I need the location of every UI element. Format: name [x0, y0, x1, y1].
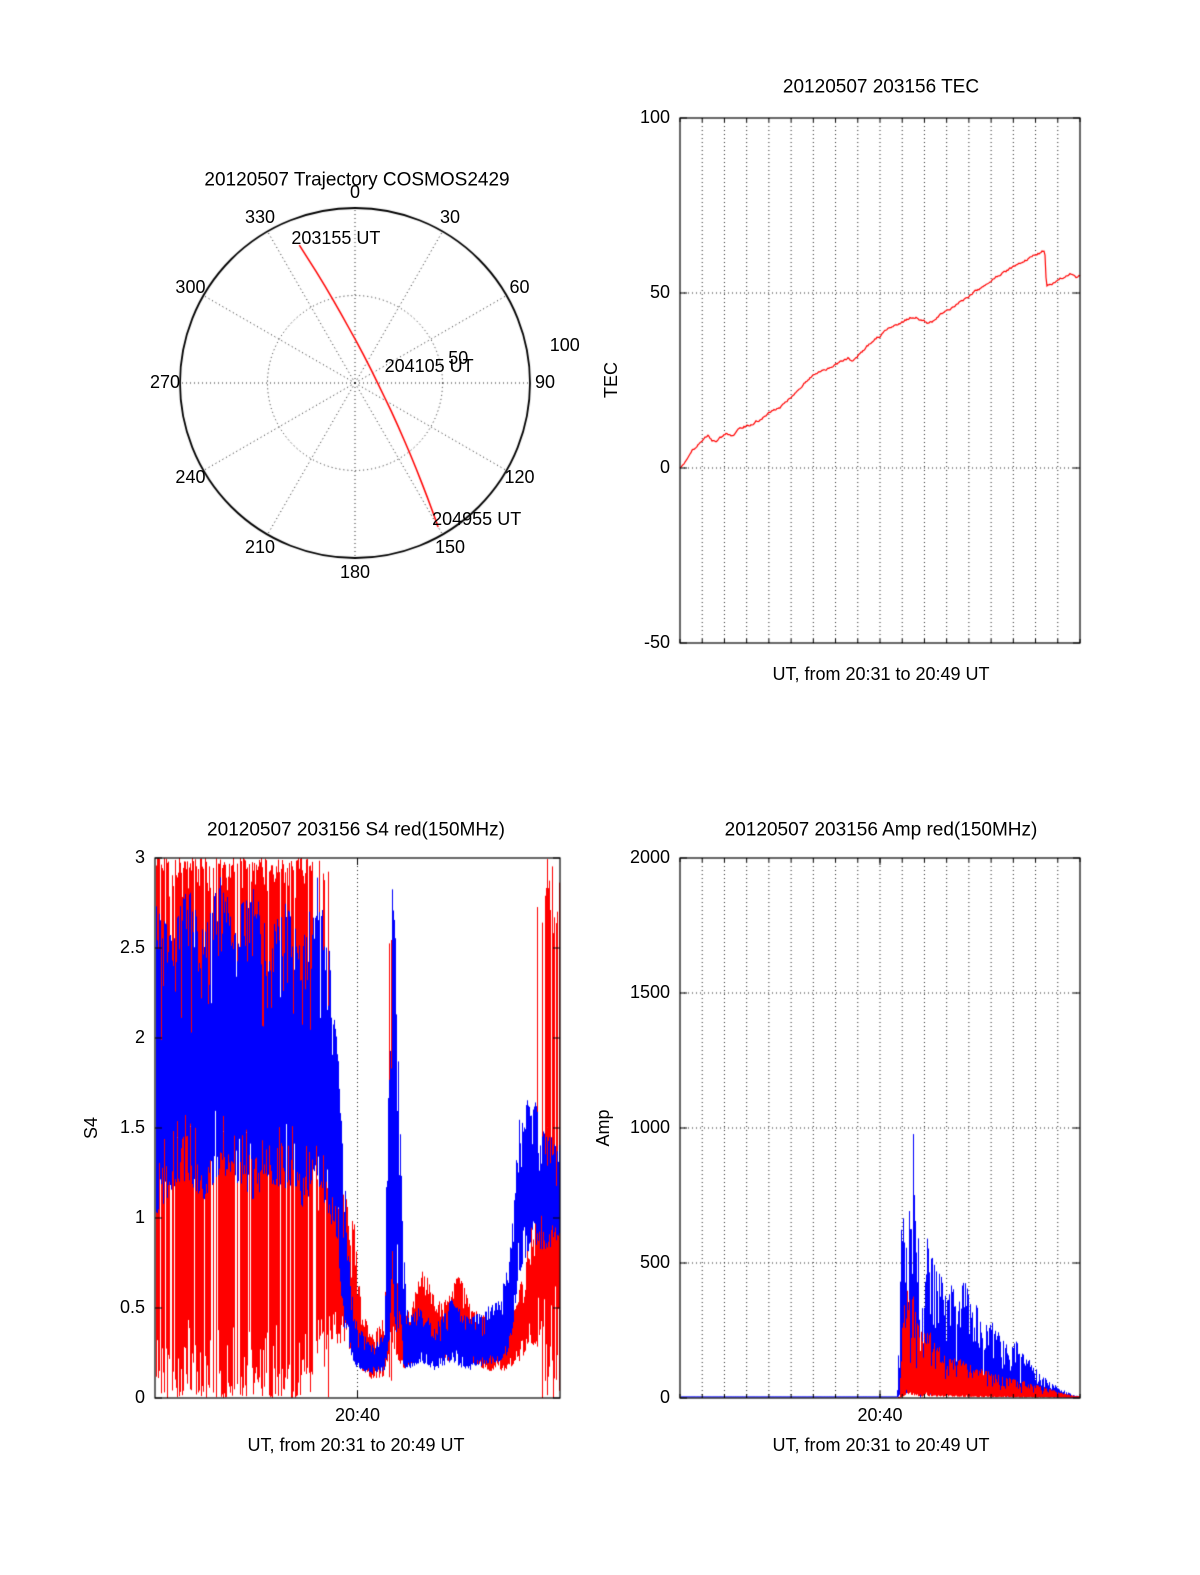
polar-angle-label: 180 [339, 562, 371, 583]
tec-ytick-label: 50 [649, 282, 670, 303]
polar-ring-label: 50 [448, 348, 469, 369]
tec-ytick-label: -50 [643, 632, 670, 653]
polar-ring-label: 100 [549, 335, 580, 356]
s4-ytick-label: 0 [134, 1387, 145, 1408]
s4-ytick-label: 1 [134, 1207, 145, 1228]
amp-title: 20120507 203156 Amp red(150MHz) [724, 819, 1038, 841]
tec-title: 20120507 203156 TEC [782, 76, 980, 98]
s4-ylabel: S4 [81, 1116, 102, 1140]
trajectory-time-label: 204955 UT [432, 509, 522, 530]
tec-ytick-label: 100 [639, 107, 670, 128]
polar-angle-label: 90 [534, 372, 556, 393]
polar-angle-label: 330 [244, 207, 276, 228]
amp-xtick-label: 20:40 [857, 1405, 903, 1426]
amp-xlabel: UT, from 20:31 to 20:49 UT [772, 1435, 990, 1456]
polar-angle-label: 120 [504, 467, 535, 488]
polar-angle-label: 270 [149, 372, 181, 393]
polar-angle-label: 30 [439, 207, 461, 228]
polar-angle-label: 300 [175, 277, 206, 298]
polar-angle-label: 240 [175, 467, 206, 488]
s4-ytick-label: 0.5 [119, 1297, 145, 1318]
trajectory-title: 20120507 Trajectory COSMOS2429 [204, 169, 510, 191]
s4-ytick-label: 2 [134, 1027, 145, 1048]
amp-ytick-label: 500 [639, 1252, 670, 1273]
polar-angle-label: 0 [349, 182, 361, 203]
polar-angle-label: 210 [244, 536, 276, 557]
tec-ylabel: TEC [601, 362, 622, 398]
polar-angle-label: 150 [434, 536, 466, 557]
amp-ytick-label: 0 [659, 1387, 670, 1408]
s4-title: 20120507 203156 S4 red(150MHz) [207, 819, 505, 841]
tec-xlabel: UT, from 20:31 to 20:49 UT [772, 664, 990, 685]
amp-ytick-label: 1500 [629, 982, 670, 1003]
tec-ytick-label: 0 [659, 457, 670, 478]
polar-angle-label: 60 [509, 277, 530, 298]
amp-ylabel: Amp [593, 1109, 614, 1147]
s4-xtick-label: 20:40 [334, 1405, 381, 1426]
amp-ytick-label: 2000 [629, 847, 670, 868]
s4-ytick-label: 1.5 [119, 1117, 145, 1138]
s4-ytick-label: 3 [134, 847, 145, 868]
s4-xlabel: UT, from 20:31 to 20:49 UT [247, 1435, 465, 1456]
amp-ytick-label: 1000 [629, 1117, 670, 1138]
trajectory-time-label: 204105 UT [384, 355, 474, 376]
s4-ytick-label: 2.5 [119, 937, 145, 958]
trajectory-time-label: 203155 UT [291, 228, 381, 249]
